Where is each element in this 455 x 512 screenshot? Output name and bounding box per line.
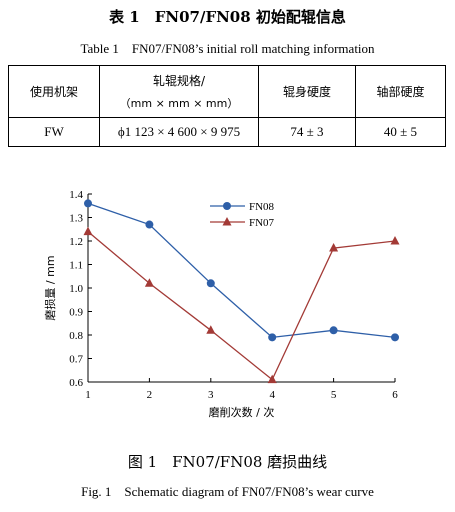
legend-label-fn08: FN08 [249, 201, 275, 213]
point-fn07 [144, 278, 154, 287]
x-tick-label: 6 [392, 389, 398, 401]
point-fn07 [83, 226, 93, 236]
cell-neck-hardness: 40 ± 5 [355, 117, 446, 147]
chart-axes: 0.6 0.7 0.8 0.9 1.0 1.1 1.2 1.3 1.4 1 2 3 4 5 6 磨削次数 / … [43, 189, 398, 419]
point-fn08 [206, 279, 215, 288]
x-tick-label: 4 [269, 389, 275, 401]
cell-roll-spec: ϕ1 123 × 4 600 × 9 975 [99, 117, 259, 147]
point-fn07 [206, 325, 216, 334]
header-stand: 使用机架 [8, 65, 100, 118]
point-fn08 [391, 333, 399, 342]
table-title-en: Table 1 FN07/FN08’s initial roll matchin… [80, 41, 375, 56]
header-body-hardness: 辊身硬度 [258, 65, 356, 118]
chart-series [83, 199, 400, 384]
wear-curve-chart: 0.6 0.7 0.8 0.9 1.0 1.1 1.2 1.3 1.4 1 2 3 4 5 6 磨削次数 / … [43, 189, 400, 419]
legend-marker-fn07 [222, 217, 232, 226]
header-neck-hardness: 轴部硬度 [355, 65, 446, 118]
point-fn08 [268, 333, 277, 342]
x-axis-title: 磨削次数 / 次 [209, 405, 275, 419]
y-tick-label: 1.2 [69, 236, 83, 248]
x-tick-label: 1 [85, 389, 91, 401]
y-tick-label: 1.4 [69, 189, 83, 201]
y-tick-label: 1.0 [69, 283, 83, 295]
header-roll-spec: 轧辊规格/ （mm × mm × mm） [99, 65, 259, 118]
legend-marker-fn08 [223, 202, 231, 210]
y-tick-label: 1.1 [69, 260, 83, 272]
legend-label-fn07: FN07 [249, 217, 275, 229]
point-fn07 [390, 236, 400, 245]
cell-stand: FW [8, 117, 100, 147]
y-tick-label: 0.7 [69, 354, 83, 366]
y-tick-label: 0.9 [69, 307, 83, 319]
header-roll-spec-unit: （mm × mm × mm） [119, 97, 239, 110]
y-tick-label: 1.3 [69, 213, 83, 225]
figure-title-en: Fig. 1 Schematic diagram of FN07/FN08’s … [81, 484, 374, 499]
figure-title-zh: 图 1 FN07/FN08 磨损曲线 [127, 453, 328, 471]
series-line-fn08 [87, 202, 396, 339]
series-line-fn07 [87, 231, 396, 381]
point-fn07 [267, 374, 277, 384]
x-tick-label: 5 [331, 389, 337, 401]
y-tick-label: 0.6 [69, 377, 83, 389]
chart-legend: FN08 FN07 [210, 201, 275, 229]
x-tick-label: 3 [208, 389, 214, 401]
point-fn08 [329, 326, 338, 335]
roll-info-table: 使用机架 轧辊规格/ （mm × mm × mm） 辊身硬度 轴部硬度 FW ϕ… [8, 65, 446, 147]
point-fn08 [84, 199, 92, 208]
cell-body-hardness: 74 ± 3 [258, 117, 356, 147]
table-row: FW ϕ1 123 × 4 600 × 9 975 74 ± 3 40 ± 5 [8, 117, 446, 147]
table-title-zh: 表 1 FN07/FN08 初始配辊信息 [109, 8, 346, 26]
point-fn08 [145, 220, 154, 229]
x-tick-label: 2 [147, 389, 153, 401]
y-tick-label: 0.8 [69, 330, 83, 342]
header-roll-spec-label: 轧辊规格/ [152, 74, 206, 88]
point-fn07 [329, 243, 339, 252]
table-header-row: 使用机架 轧辊规格/ （mm × mm × mm） 辊身硬度 轴部硬度 [8, 65, 446, 118]
y-axis-title: 磨损量 / mm [43, 255, 57, 320]
